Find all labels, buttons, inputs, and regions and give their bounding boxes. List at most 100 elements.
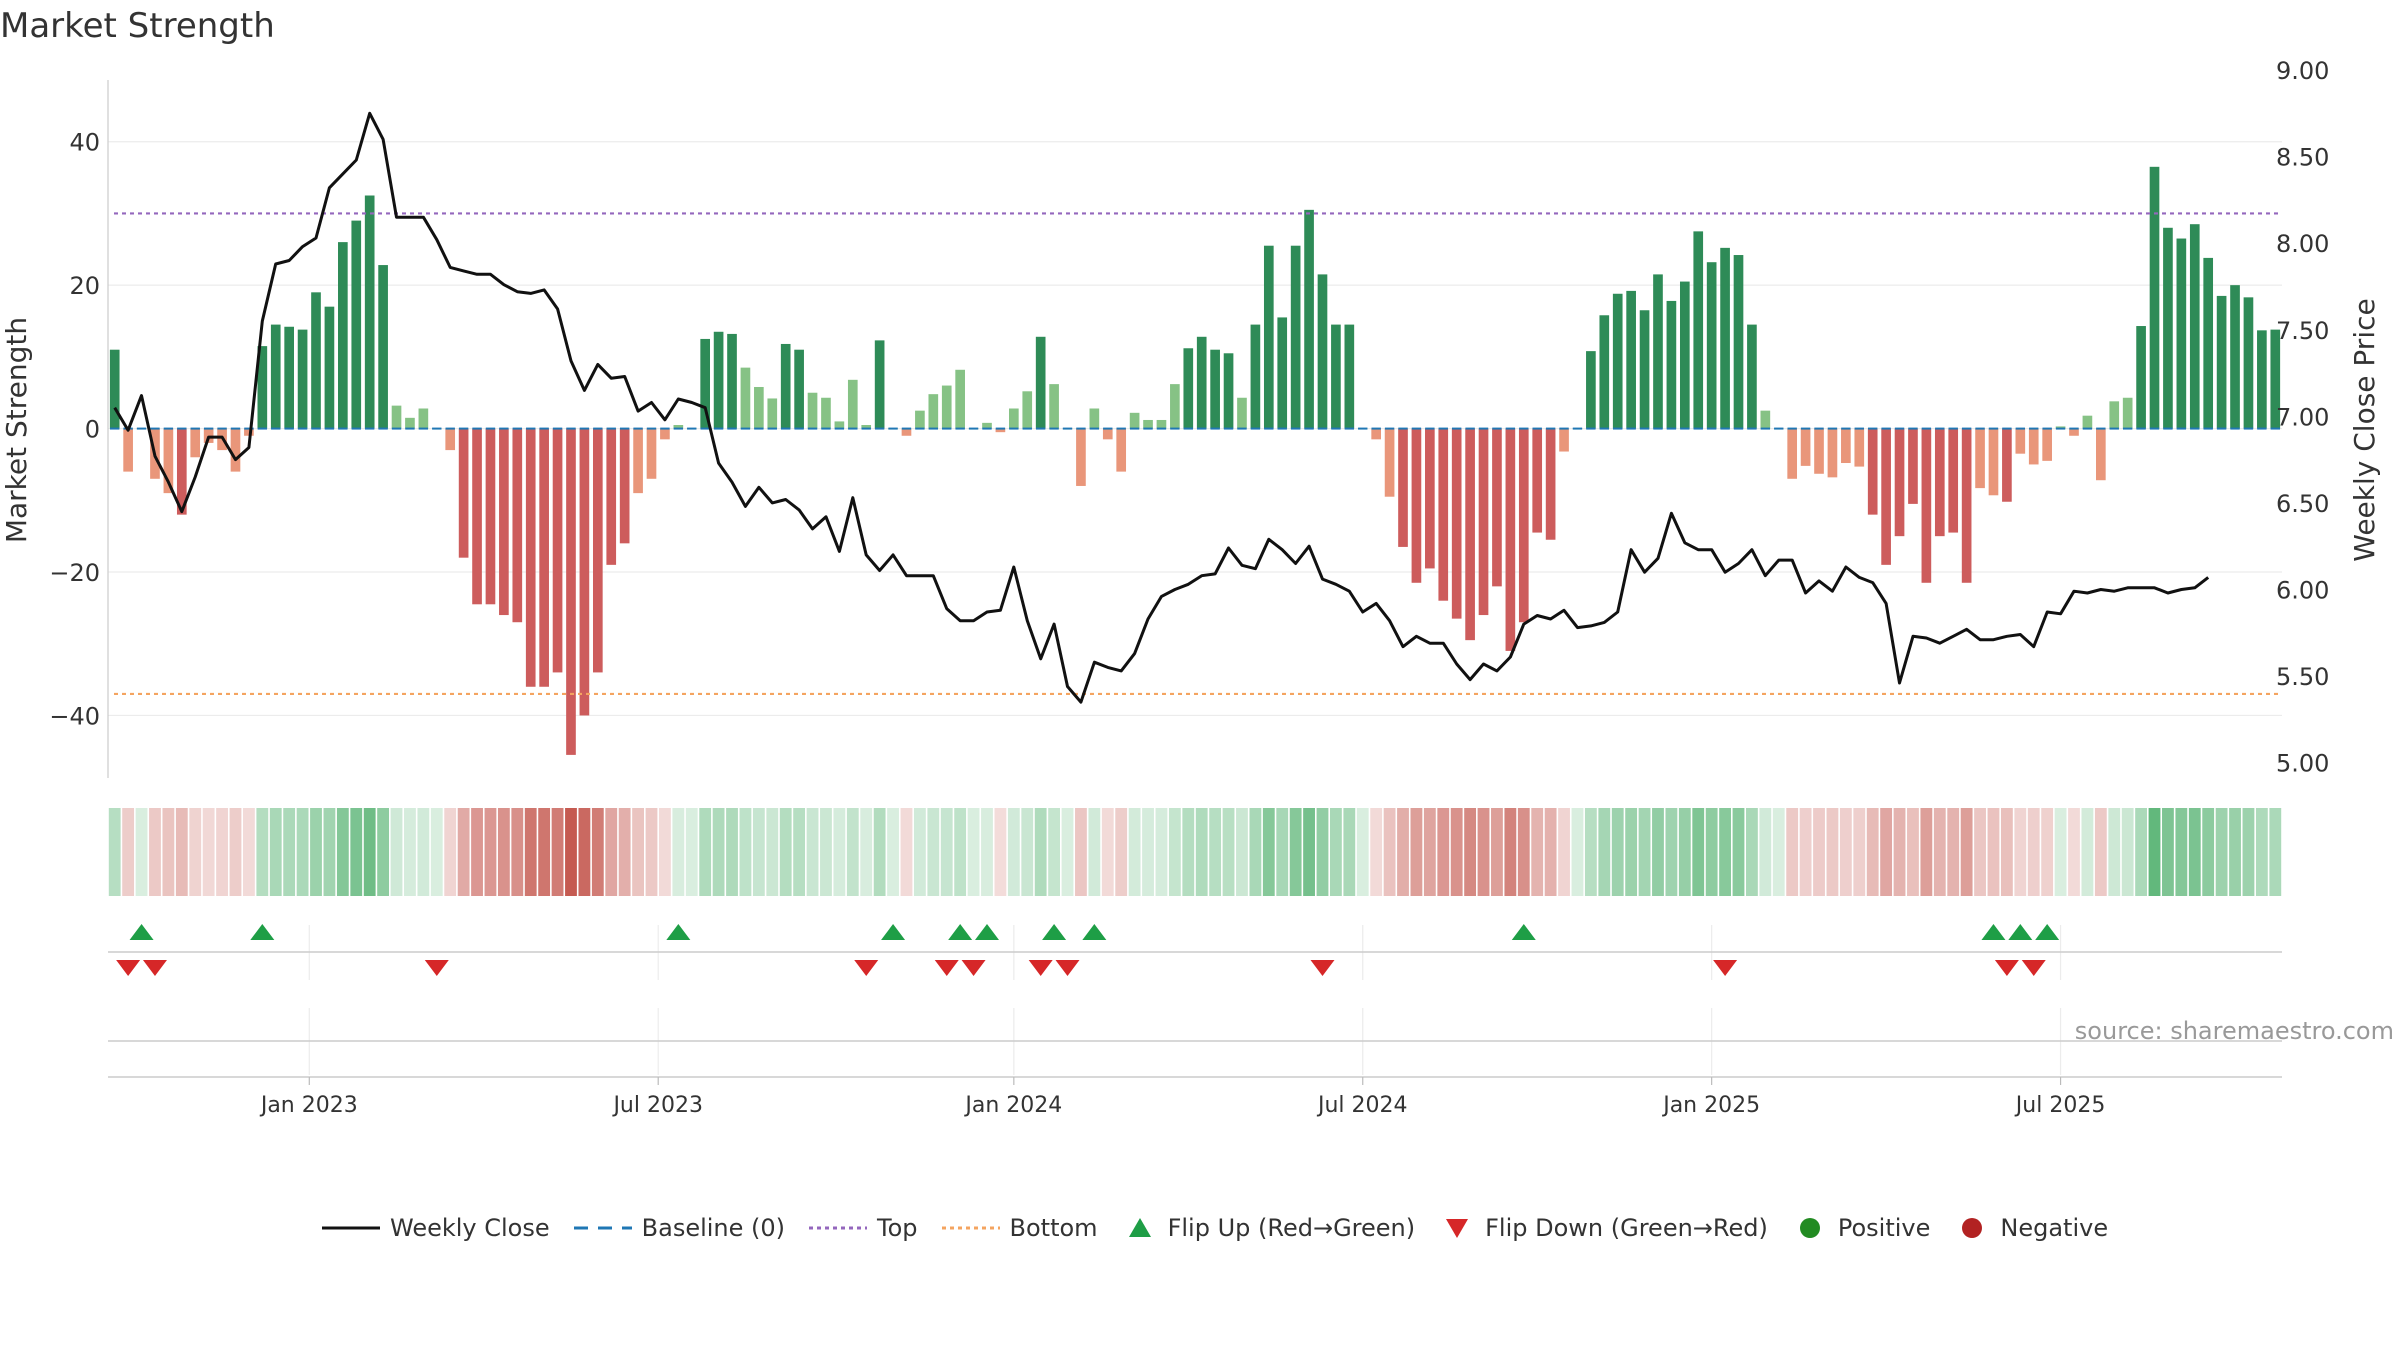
heat-cell: [1021, 808, 1034, 896]
heat-cell: [1839, 808, 1852, 896]
strength-bar: [1894, 428, 1905, 537]
heat-cell: [2014, 808, 2027, 896]
heat-cell: [1625, 808, 1638, 896]
y2-tick-label: 5.00: [2276, 750, 2329, 778]
heat-cell: [189, 808, 202, 896]
strength-bar: [1210, 349, 1220, 429]
strength-bar: [740, 367, 751, 429]
heat-cell: [296, 808, 309, 896]
strength-bar: [1451, 428, 1462, 619]
heat-cell: [1423, 808, 1436, 896]
strength-bar: [1639, 310, 1650, 429]
flip-up-marker: [1511, 924, 1536, 940]
heat-cell: [954, 808, 967, 896]
heat-cell: [2027, 808, 2040, 896]
heat-cell: [1611, 808, 1624, 896]
heat-cell: [1544, 808, 1557, 896]
heat-cell: [766, 808, 779, 896]
strength-bar: [2042, 428, 2052, 461]
strength-bar: [874, 340, 885, 429]
heat-cell: [1249, 808, 1262, 896]
y2-axis-label: Weekly Close Price: [2348, 298, 2381, 561]
heat-cell: [323, 808, 336, 896]
strength-bar: [1049, 384, 1059, 429]
strength-bar: [606, 428, 617, 565]
y-tick-label: 40: [69, 129, 100, 157]
legend-item-weekly-close: Weekly Close: [320, 1213, 550, 1243]
heat-cell: [444, 808, 457, 896]
legend-label: Flip Down (Green→Red): [1485, 1214, 1768, 1242]
heat-cell: [1960, 808, 1973, 896]
strength-bar: [1948, 428, 1959, 533]
heat-cell: [1692, 808, 1705, 896]
legend-label: Baseline (0): [641, 1214, 786, 1242]
heat-cell: [1880, 808, 1893, 896]
heat-cell: [283, 808, 296, 896]
heat-cell: [618, 808, 631, 896]
heat-cell: [108, 808, 121, 896]
line-swatch-icon: [322, 1226, 380, 1230]
strength-bar: [861, 425, 872, 429]
strength-bar: [123, 428, 133, 472]
heat-cell: [1168, 808, 1181, 896]
flip-up-marker: [1981, 924, 2006, 940]
strength-bar: [1183, 348, 1194, 429]
heat-cell: [363, 808, 376, 896]
heat-cell: [1034, 808, 1047, 896]
heat-cell: [632, 808, 644, 896]
heat-cell: [149, 808, 161, 896]
strength-bar: [1317, 274, 1328, 429]
heat-cell: [1262, 808, 1275, 896]
flip-up-marker: [666, 924, 691, 940]
strength-bar: [525, 428, 536, 687]
x-tick-label: Jul 2025: [2014, 1093, 2106, 1118]
heat-cell: [538, 808, 551, 896]
strength-bar: [2109, 401, 2120, 429]
strength-bar: [2270, 329, 2281, 429]
heat-cell: [1866, 808, 1879, 896]
strength-bar: [941, 385, 952, 429]
strength-bar: [2055, 426, 2066, 429]
legend-label: Positive: [1837, 1214, 1931, 1242]
heat-cell: [739, 808, 752, 896]
heat-cell: [1665, 808, 1678, 896]
heat-cell: [229, 808, 242, 896]
flip-up-marker: [974, 924, 999, 940]
strength-bar: [405, 417, 415, 429]
source-label: source: sharemaestro.com: [2074, 1017, 2394, 1045]
heat-cell: [699, 808, 712, 896]
heat-cell: [1893, 808, 1906, 896]
heat-cell: [162, 808, 175, 896]
heat-cell: [1705, 808, 1718, 896]
triangle-down-icon: [1446, 1219, 1469, 1238]
strength-bar: [1035, 336, 1046, 429]
heat-cell: [1437, 808, 1450, 896]
heat-cell: [2081, 808, 2094, 896]
heat-cell: [2094, 808, 2107, 896]
heat-cell: [135, 808, 148, 896]
strength-bar: [1908, 428, 1918, 504]
heat-cell: [2041, 808, 2054, 896]
heat-cell: [1933, 808, 1946, 896]
strength-bar: [2002, 428, 2012, 502]
flip-up-marker: [881, 924, 906, 940]
x-tick-label: Jul 2023: [611, 1093, 703, 1118]
y2-tick-label: 6.00: [2276, 577, 2329, 605]
strength-bar: [1277, 317, 1288, 429]
strength-bar: [1545, 428, 1556, 540]
legend-item-positive: Positive: [1790, 1213, 1931, 1243]
strength-bar: [351, 220, 362, 429]
heat-cell: [645, 808, 658, 896]
strength-bar: [1304, 209, 1314, 429]
strength-bar: [1666, 300, 1677, 429]
heat-cell: [2202, 808, 2215, 896]
heat-cell: [122, 808, 135, 896]
legend-label: Bottom: [1009, 1214, 1098, 1242]
flip-down-marker: [1994, 960, 2019, 976]
heat-cell: [1947, 808, 1960, 896]
x-tick-label: Jan 2024: [963, 1093, 1062, 1118]
strength-bar: [2176, 238, 2187, 429]
heat-cell: [887, 808, 899, 896]
strength-bar: [1196, 336, 1207, 429]
y-tick-label: 20: [69, 272, 100, 300]
